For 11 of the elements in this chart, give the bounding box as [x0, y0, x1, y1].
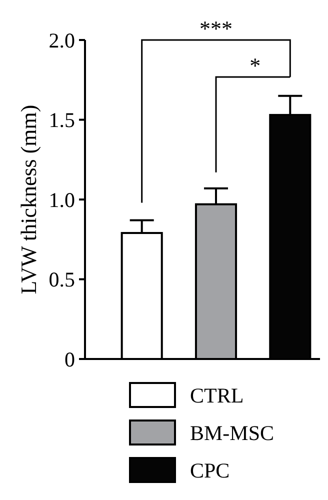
legend-label: CPC [190, 458, 230, 482]
y-tick-label: 0 [64, 347, 75, 372]
annotation: * [250, 53, 261, 78]
y-tick-label: 2.0 [48, 28, 75, 52]
y-tick-label: 1.5 [48, 108, 75, 132]
legend-label: BM-MSC [190, 420, 274, 445]
y-tick-label: 1.0 [48, 188, 75, 212]
annotation: *** [200, 16, 232, 41]
legend-label: CTRL [190, 383, 244, 408]
y-tick-label: 0.5 [48, 268, 75, 292]
y-axis-title: LVW thickness (mm) [16, 104, 41, 294]
